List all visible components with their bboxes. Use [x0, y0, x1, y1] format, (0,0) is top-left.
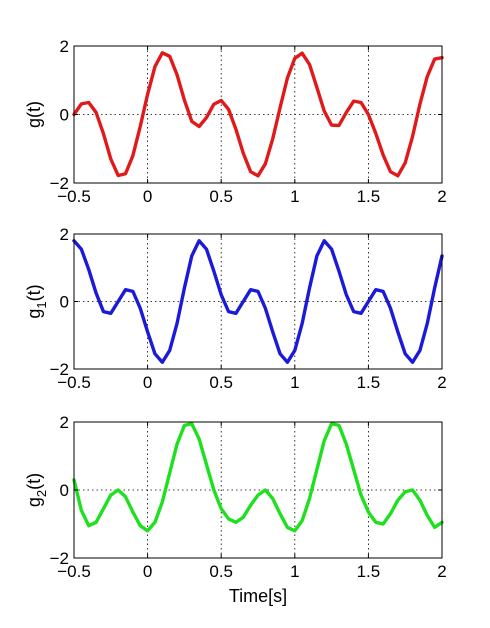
y-axis-label: g2(t) — [24, 473, 49, 507]
y-axis-label-tail: (t) — [24, 284, 44, 301]
x-tick-label: 1.5 — [357, 562, 381, 581]
x-tick-label: −0.5 — [57, 373, 91, 392]
x-tick-label: 2 — [437, 187, 446, 206]
y-axis-label-tail: (t) — [24, 473, 44, 490]
y-axis-label-base: g — [24, 497, 44, 507]
x-tick-label: 1.5 — [357, 373, 381, 392]
y-axis-label-base: g — [24, 309, 44, 319]
x-tick-label: 1 — [290, 187, 299, 206]
y-axis-label-base: g — [24, 118, 44, 128]
x-tick-label: 1 — [290, 562, 299, 581]
x-tick-label: 1.5 — [357, 187, 381, 206]
x-tick-label: −0.5 — [57, 187, 91, 206]
x-tick-label: 0.5 — [209, 562, 233, 581]
y-tick-label: −2 — [50, 360, 69, 379]
y-axis-label-subscript: 2 — [34, 490, 49, 497]
chart-panel-1: −0.5 0 0.5 1 1.5 2 −2 0 2 g(t) — [24, 37, 447, 206]
y-axis-label-subscript: 1 — [34, 301, 49, 308]
y-tick-label: 0 — [60, 293, 69, 312]
y-tick-label: 2 — [60, 225, 69, 244]
y-axis-label: g(t) — [24, 101, 44, 128]
y-axis-label: g1(t) — [24, 284, 49, 318]
x-tick-label: 0 — [143, 562, 152, 581]
y-axis-label-tail: (t) — [24, 101, 44, 118]
y-tick-label: −2 — [50, 549, 69, 568]
x-tick-label: 2 — [437, 373, 446, 392]
x-tick-label: 0 — [143, 373, 152, 392]
series-line-1 — [72, 422, 444, 533]
y-tick-label: 0 — [60, 106, 69, 125]
x-tick-label: 0.5 — [209, 373, 233, 392]
y-tick-label: −2 — [50, 174, 69, 193]
x-tick-label: 2 — [437, 562, 446, 581]
x-tick-label: −0.5 — [57, 562, 91, 581]
x-tick-label: 0.5 — [209, 187, 233, 206]
x-axis-label: Time[s] — [229, 586, 287, 606]
x-tick-label: 0 — [143, 187, 152, 206]
series-line-1 — [72, 239, 444, 364]
y-tick-label: 2 — [60, 413, 69, 432]
y-tick-label: 2 — [60, 37, 69, 56]
y-tick-label: 0 — [60, 481, 69, 500]
x-tick-label: 1 — [290, 373, 299, 392]
series-line-1 — [72, 51, 444, 178]
